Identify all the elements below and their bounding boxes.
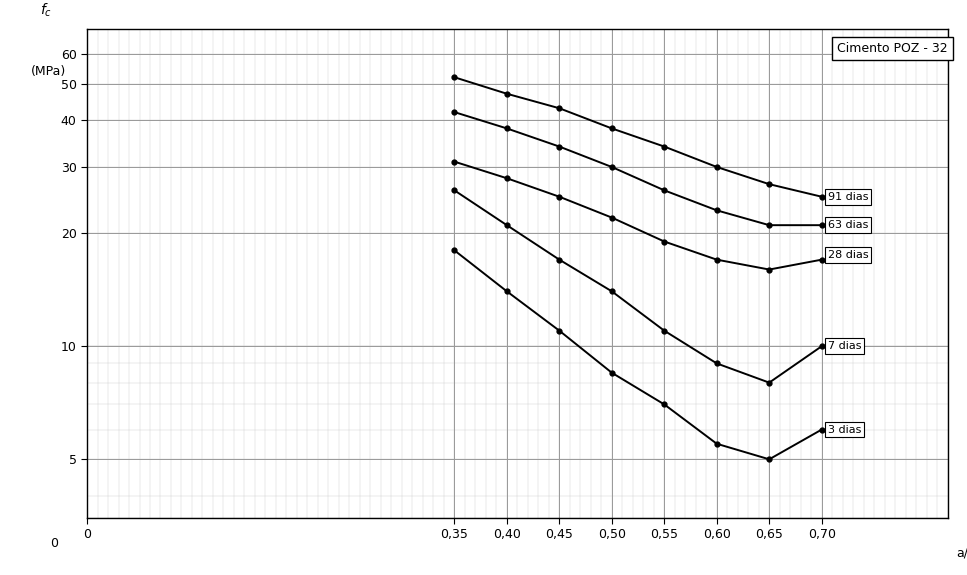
Text: 3 dias: 3 dias (828, 424, 862, 435)
Text: (MPa): (MPa) (31, 64, 67, 78)
Text: 91 dias: 91 dias (828, 191, 868, 202)
Text: a/c: a/c (956, 547, 967, 560)
Text: 28 dias: 28 dias (828, 250, 868, 260)
Text: 7 dias: 7 dias (828, 341, 862, 351)
Text: $f_c$: $f_c$ (40, 2, 52, 19)
Text: Cimento POZ - 32: Cimento POZ - 32 (837, 42, 948, 55)
Text: 63 dias: 63 dias (828, 220, 868, 230)
Text: 0: 0 (50, 537, 58, 550)
